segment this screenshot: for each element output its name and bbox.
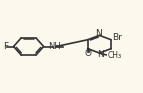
Text: Br: Br [112,33,122,42]
Text: O: O [84,49,91,58]
Text: NH: NH [48,42,61,51]
Text: CH₃: CH₃ [108,51,122,60]
Text: N: N [95,29,102,37]
Text: N: N [97,50,104,59]
Text: F: F [3,42,8,51]
